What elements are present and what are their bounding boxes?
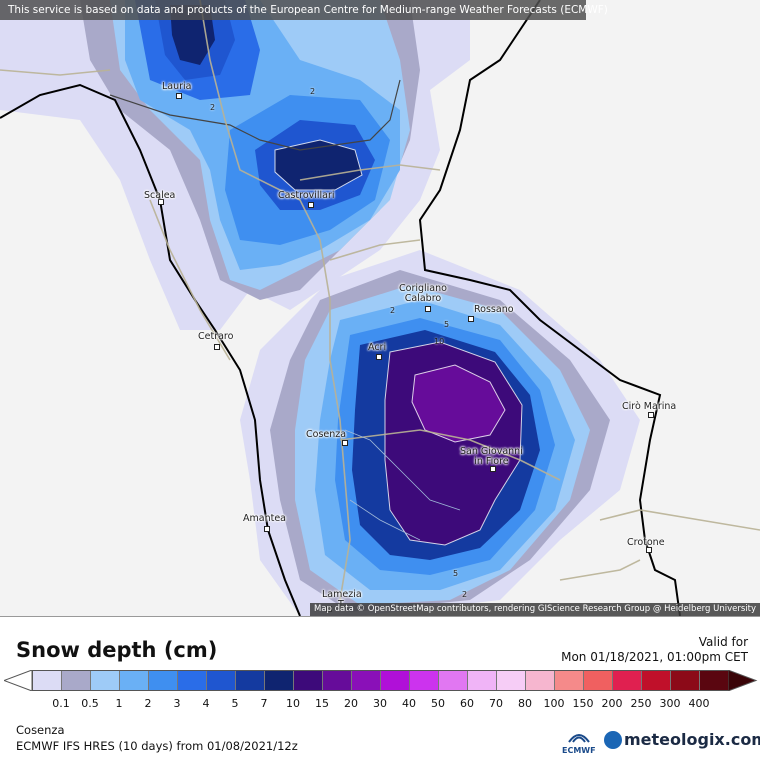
city-marker [468, 316, 474, 322]
city-label[interactable]: Crotone [627, 537, 665, 548]
legend-swatch [671, 671, 700, 690]
city-marker [158, 199, 164, 205]
legend-tick-label: 4 [202, 697, 210, 710]
city-label[interactable]: Cirò Marina [622, 401, 677, 412]
model-run: ECMWF IFS HRES (10 days) from 01/08/2021… [16, 739, 298, 753]
meteologix-logo-icon [604, 731, 622, 749]
legend-swatch [526, 671, 555, 690]
legend-tick-label: 80 [518, 697, 532, 710]
legend-swatch [178, 671, 207, 690]
city-marker [490, 466, 496, 472]
legend-tick-label: 10 [286, 697, 300, 710]
city-label[interactable]: Scalea [144, 190, 176, 201]
city-label[interactable]: Corigliano Calabro [399, 283, 447, 304]
legend-swatch [700, 671, 729, 690]
city-marker [264, 526, 270, 532]
legend-swatch [642, 671, 671, 690]
legend-right-arrow [728, 670, 758, 691]
city-label[interactable]: Lauria [162, 81, 192, 92]
legend-tick-label: 100 [543, 697, 565, 710]
city-label[interactable]: Acri [368, 342, 387, 353]
legend-swatch [497, 671, 526, 690]
legend-swatch [294, 671, 323, 690]
ecmwf-logo-icon [567, 734, 590, 743]
city-label[interactable]: Amantea [243, 513, 286, 524]
legend-swatch [120, 671, 149, 690]
snow-field [0, 0, 640, 616]
legend-colorbar [32, 670, 730, 691]
legend-tick-label: 2 [144, 697, 152, 710]
legend-left-arrow [4, 670, 33, 691]
map-canvas [0, 0, 760, 616]
legend-swatch [410, 671, 439, 690]
legend-tick-label: 200 [601, 697, 623, 710]
legend-swatch [33, 671, 62, 690]
contour-label: 2 [462, 590, 468, 599]
city-marker [425, 306, 431, 312]
valid-time: Mon 01/18/2021, 01:00pm CET [561, 650, 748, 664]
city-marker [376, 354, 382, 360]
legend-swatch [323, 671, 352, 690]
legend-tick-label: 7 [260, 697, 268, 710]
meteologix-brand: meteologix.com [624, 730, 760, 749]
map-attribution: Map data © OpenStreetMap contributors, r… [310, 603, 760, 616]
legend-tick-label: 5 [231, 697, 239, 710]
city-marker [176, 93, 182, 99]
city-marker [648, 412, 654, 418]
legend-tick-label: 40 [402, 697, 416, 710]
contour-label: 5 [453, 569, 459, 578]
legend-swatch [207, 671, 236, 690]
legend-swatch [468, 671, 497, 690]
legend-tick-label: 30 [373, 697, 387, 710]
contour-label: 10 [434, 337, 445, 346]
legend-tick-label: 1 [115, 697, 123, 710]
legend-swatch [91, 671, 120, 690]
legend-tick-label: 20 [344, 697, 358, 710]
legend-tick-label: 250 [630, 697, 652, 710]
city-marker [214, 344, 220, 350]
legend-tick-label: 400 [688, 697, 710, 710]
legend-swatch [352, 671, 381, 690]
valid-label: Valid for [698, 635, 748, 649]
legend-tick-label: 150 [572, 697, 594, 710]
legend-tick-label: 50 [431, 697, 445, 710]
legend-swatch [236, 671, 265, 690]
legend-swatch [439, 671, 468, 690]
city-marker [646, 547, 652, 553]
city-label[interactable]: Cosenza [306, 429, 347, 440]
contour-label: 2 [210, 103, 216, 112]
legend-swatch [555, 671, 584, 690]
city-label[interactable]: Cetraro [198, 331, 234, 342]
legend-tick-label: 0.5 [81, 697, 99, 710]
ecmwf-logo: ECMWF [562, 730, 596, 755]
city-label[interactable]: San Giovanni in Fiore [460, 446, 523, 467]
city-label[interactable]: Rossano [474, 304, 514, 315]
city-label[interactable]: Castrovillari [278, 190, 335, 201]
contour-label: 2 [310, 87, 316, 96]
legend-tick-label: 300 [659, 697, 681, 710]
contour-label: 5 [444, 320, 450, 329]
ecmwf-notice: This service is based on data and produc… [0, 0, 608, 20]
legend-swatch [584, 671, 613, 690]
map[interactable]: This service is based on data and produc… [0, 0, 760, 617]
legend-tick-label: 70 [489, 697, 503, 710]
meteologix-logo[interactable]: meteologix.com [604, 730, 760, 752]
city-marker [342, 440, 348, 446]
legend-swatch [613, 671, 642, 690]
location-name: Cosenza [16, 723, 65, 737]
legend-swatch [62, 671, 91, 690]
legend-swatch [149, 671, 178, 690]
legend-title: Snow depth (cm) [16, 638, 218, 662]
legend-swatch [265, 671, 294, 690]
legend-tick-label: 60 [460, 697, 474, 710]
legend-swatch [381, 671, 410, 690]
legend-tick-label: 3 [173, 697, 181, 710]
ecmwf-logo-text: ECMWF [562, 746, 596, 755]
legend-tick-label: 15 [315, 697, 329, 710]
legend-tick-label: 0.1 [52, 697, 70, 710]
contour-label: 2 [390, 306, 396, 315]
city-marker [308, 202, 314, 208]
